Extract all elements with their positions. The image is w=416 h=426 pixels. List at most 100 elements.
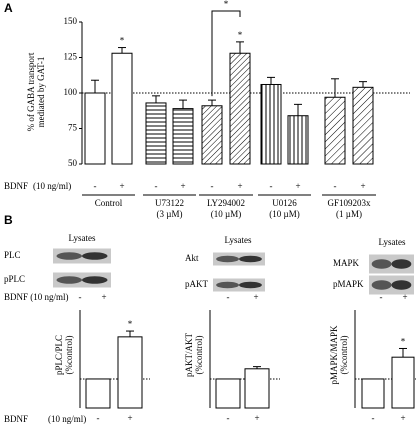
bar bbox=[361, 378, 385, 409]
error-bar bbox=[359, 81, 367, 88]
blot-row-label: MAPK bbox=[333, 258, 360, 268]
x-tick-label: + bbox=[360, 181, 365, 191]
blot-title: Lysates bbox=[225, 235, 252, 245]
treatment-dose: (10 ng/ml) bbox=[33, 181, 71, 191]
blot-band bbox=[56, 252, 82, 260]
y-axis-label: pPLC/PLC bbox=[54, 335, 64, 375]
x-tick-label: - bbox=[94, 181, 97, 191]
blot-row-label: Akt bbox=[185, 253, 199, 263]
blot-treatment: BDNF (10 ng/ml) bbox=[4, 292, 69, 302]
panel-label: A bbox=[4, 1, 13, 15]
bar bbox=[229, 52, 251, 165]
blot-title: Lysates bbox=[379, 237, 406, 247]
x-tick-label: - bbox=[211, 181, 214, 191]
y-tick-label: 75 bbox=[68, 123, 78, 133]
error-bar bbox=[236, 41, 244, 54]
error-bar bbox=[399, 347, 407, 358]
error-bar bbox=[208, 99, 216, 106]
bar bbox=[145, 102, 167, 165]
bar bbox=[85, 378, 111, 409]
significance: * bbox=[401, 337, 406, 347]
significance: * bbox=[128, 319, 133, 329]
blot-image bbox=[53, 248, 111, 264]
bar bbox=[111, 52, 133, 165]
y-tick-label: 125 bbox=[64, 52, 78, 62]
y-axis-label: mediated by GAT-1 bbox=[36, 57, 46, 128]
bracket-label: * bbox=[224, 0, 229, 9]
bar bbox=[352, 86, 374, 165]
y-axis-label: (%control) bbox=[194, 336, 204, 375]
blot-row-label: pPLC bbox=[4, 274, 25, 284]
y-tick-label: 50 bbox=[68, 158, 78, 168]
blot-row-label: PLC bbox=[4, 250, 21, 260]
y-tick-label: 100 bbox=[64, 87, 78, 97]
blot-band bbox=[82, 276, 108, 284]
blot-band bbox=[391, 259, 412, 269]
bar bbox=[172, 108, 194, 165]
panel-label: B bbox=[4, 213, 13, 227]
blot-sign: - bbox=[380, 292, 383, 302]
bar bbox=[117, 336, 143, 409]
treatment-label: BDNF bbox=[4, 181, 28, 191]
blot-sign: - bbox=[227, 292, 230, 302]
x-tick-label: - bbox=[270, 181, 273, 191]
blot-sign: + bbox=[101, 292, 106, 302]
error-bar bbox=[118, 47, 126, 54]
error-bar bbox=[294, 103, 302, 116]
group-dose: (10 µM) bbox=[211, 209, 241, 219]
x-tick-label: + bbox=[127, 413, 132, 423]
blot-band bbox=[239, 255, 262, 263]
blot-band bbox=[216, 255, 239, 263]
group-name: GF109203x bbox=[327, 198, 371, 208]
bar bbox=[201, 105, 223, 165]
group-name: Control bbox=[95, 198, 123, 208]
error-bar bbox=[267, 76, 275, 85]
blot-sign: + bbox=[402, 292, 407, 302]
blot-image bbox=[213, 278, 265, 292]
group-dose: (1 µM) bbox=[336, 209, 362, 219]
y-tick-label: 150 bbox=[64, 16, 78, 26]
x-tick-label: + bbox=[400, 413, 405, 423]
blot-band bbox=[371, 259, 392, 269]
bracket bbox=[211, 10, 241, 97]
bar bbox=[215, 378, 241, 409]
group-dose: (10 µM) bbox=[269, 209, 299, 219]
x-tick-label: - bbox=[97, 413, 100, 423]
blot-sign: - bbox=[79, 292, 82, 302]
error-bar bbox=[253, 366, 261, 369]
blot-band bbox=[56, 276, 82, 284]
blot-band bbox=[371, 280, 392, 290]
blot-image bbox=[213, 252, 265, 266]
bar bbox=[260, 83, 282, 165]
blot-band bbox=[216, 281, 239, 289]
blot-image bbox=[53, 272, 111, 288]
bar bbox=[244, 368, 270, 409]
x-tick-label: + bbox=[254, 413, 259, 423]
blot-row-label: pMAPK bbox=[333, 279, 364, 289]
y-axis-label: (%control) bbox=[64, 336, 74, 375]
error-bar bbox=[152, 95, 160, 103]
bar bbox=[84, 92, 106, 165]
x-tick-label: + bbox=[237, 181, 242, 191]
blot-row-label: pAKT bbox=[185, 279, 208, 289]
x-tick-label: - bbox=[334, 181, 337, 191]
error-bar bbox=[126, 330, 134, 337]
x-tick-label: + bbox=[119, 181, 124, 191]
blot-sign: + bbox=[253, 292, 258, 302]
blot-band bbox=[82, 252, 108, 260]
blot-title: Lysates bbox=[69, 233, 96, 243]
blot-band bbox=[391, 280, 412, 290]
group-dose: (3 µM) bbox=[157, 209, 183, 219]
x-tick-label: - bbox=[372, 413, 375, 423]
group-name: U73122 bbox=[155, 198, 184, 208]
significance: * bbox=[238, 30, 243, 40]
y-axis-label: pMAPK/MAPK bbox=[329, 325, 339, 385]
group-name: U0126 bbox=[272, 198, 297, 208]
footer-dose: (10 ng/ml) bbox=[48, 414, 86, 424]
x-tick-label: + bbox=[295, 181, 300, 191]
error-bar bbox=[91, 79, 99, 93]
error-bar bbox=[179, 99, 187, 109]
footer-treatment: BDNF bbox=[4, 414, 28, 424]
